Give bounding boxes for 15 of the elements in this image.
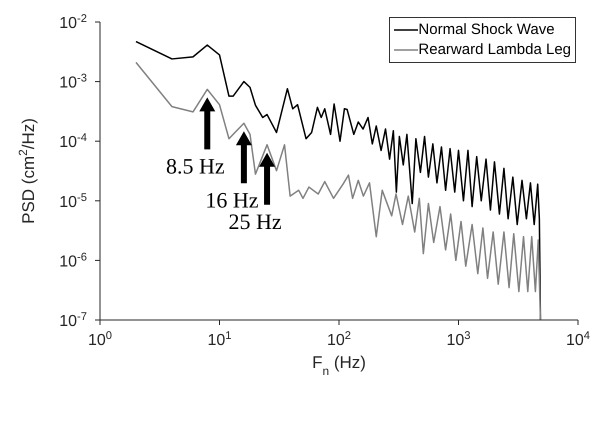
- x-tick-label: 10$^{2}$: [326, 330, 352, 349]
- y-tick-label: 10$^{-3}$: [59, 72, 87, 92]
- x-tick-label: 10$^{4}$: [566, 330, 590, 349]
- legend-label: Rearward Lambda Leg: [418, 40, 571, 60]
- x-axis-title: F$_{n}$ (Hz): [312, 353, 366, 378]
- y-tick-label: 10$^{-4}$: [59, 132, 87, 152]
- y-tick-label: 10$^{-7}$: [59, 311, 87, 330]
- annotation: 8.5 Hz: [166, 153, 225, 178]
- y-tick-label: 10$^{-6}$: [59, 251, 87, 270]
- legend-label: Normal Shock Wave: [418, 20, 555, 40]
- y-tick-label: 10$^{-2}$: [59, 13, 87, 32]
- x-tick-label: 10$^{0}$: [88, 330, 112, 349]
- x-tick-label: 10$^{1}$: [207, 330, 232, 349]
- x-tick-label: 10$^{3}$: [446, 330, 471, 349]
- y-tick-label: 10$^{-5}$: [59, 192, 87, 211]
